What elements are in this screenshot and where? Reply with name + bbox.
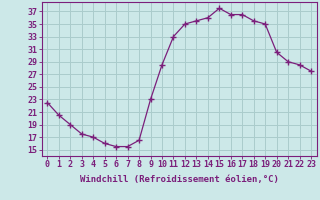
X-axis label: Windchill (Refroidissement éolien,°C): Windchill (Refroidissement éolien,°C) [80, 175, 279, 184]
